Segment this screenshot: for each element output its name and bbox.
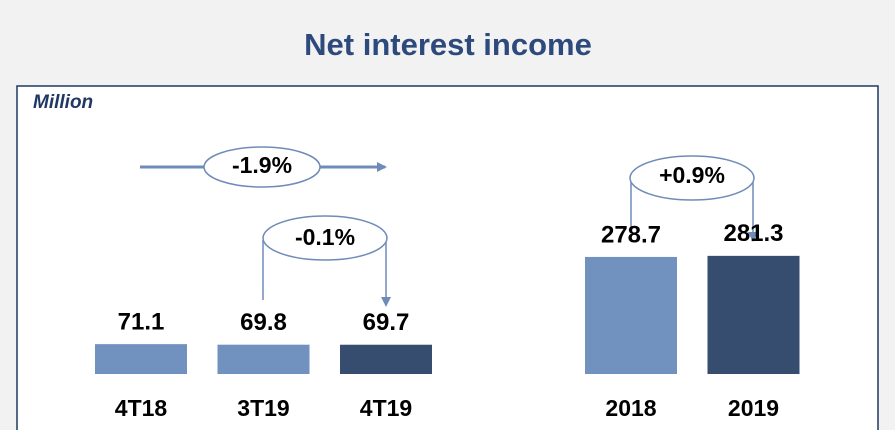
- bar: [340, 344, 432, 374]
- value-label: 71.1: [118, 308, 165, 335]
- bar: [95, 344, 187, 374]
- annotation: -1.9%: [232, 152, 292, 178]
- x-tick-label: 3T19: [237, 395, 289, 421]
- value-label: 69.8: [240, 309, 287, 336]
- x-tick-label: 4T19: [360, 395, 412, 421]
- annotation-arrows: [140, 162, 758, 307]
- y-axis-label: Million: [33, 92, 94, 113]
- bar: [707, 255, 800, 374]
- bar: [585, 256, 677, 374]
- x-tick-label: 2019: [728, 395, 779, 421]
- annotation: +0.9%: [659, 162, 725, 188]
- chart-title: Net interest income: [304, 27, 592, 62]
- annotation: -0.1%: [295, 224, 355, 250]
- value-label: 281.3: [723, 220, 783, 247]
- value-label: 278.7: [601, 221, 661, 248]
- value-label: 69.7: [363, 309, 410, 336]
- annotation-ovals: [203, 146, 755, 261]
- x-tick-label: 2018: [605, 395, 656, 421]
- bar: [217, 344, 310, 374]
- x-tick-label: 4T18: [115, 395, 168, 421]
